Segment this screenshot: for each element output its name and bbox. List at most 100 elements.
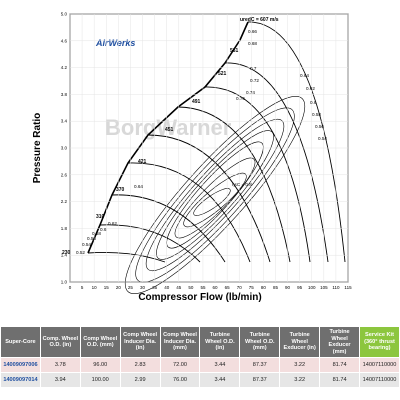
efficiency-label: 0.6 (310, 100, 317, 105)
table-cell: 3.22 (279, 372, 321, 388)
x-tick-label: 5 (81, 285, 84, 290)
table-row: 14009097014 3.94 100.00 2.99 76.00 3.44 87.37 3… (0, 372, 400, 388)
x-tick-label: 105 (320, 285, 328, 290)
table-cell: 3.44 (199, 357, 241, 373)
header-row: Super-Core Comp. Wheel O.D. (in) Comp Whee… (0, 326, 400, 358)
x-axis-label: Compressor Flow (lb/min) (138, 292, 261, 303)
table-cell: 3.78 (39, 357, 81, 373)
y-axis-label: Pressure Ratio (32, 113, 43, 184)
efficiency-label: 0.54 (318, 136, 327, 141)
speed-label: 451 (165, 127, 174, 133)
watermark: BorgWarner (105, 115, 232, 140)
y-tick-label: 3.0 (61, 146, 68, 151)
table-cell: 14009097014 (0, 372, 41, 388)
efficiency-label: 0.74 (246, 90, 255, 95)
header-cell: Super-Core (0, 326, 41, 358)
speed-label: 230 (62, 250, 71, 256)
y-tick-label: 4.2 (61, 65, 68, 70)
speed-label: 370 (116, 187, 125, 193)
efficiency-label: 0.72 (250, 78, 259, 83)
table-cell: 2.83 (119, 357, 161, 373)
speed-label: 421 (138, 159, 147, 165)
table-cell: 14007110000 (359, 357, 400, 373)
efficiency-label: 0.66 (248, 29, 257, 34)
x-tick-label: 50 (188, 285, 194, 290)
table-cell: 14007110000 (359, 372, 400, 388)
header-cell: Comp. Wheel O.D. (in) (39, 326, 81, 358)
island (156, 130, 274, 260)
efficiency-label: 0.58 (92, 231, 101, 236)
x-tick-label: 45 (176, 285, 182, 290)
x-tick-label: 75 (249, 285, 255, 290)
efficiency-label: 0.64 (134, 184, 143, 189)
speed-line (127, 162, 251, 263)
speed-line (247, 21, 346, 263)
speed-line (111, 194, 226, 263)
x-tick-label: 55 (200, 285, 206, 290)
table-cell: 96.00 (79, 357, 121, 373)
efficiency-label: 0.62 (108, 221, 117, 226)
x-tick-label: 10 (92, 285, 98, 290)
compressor-map: AirWerks BorgWarner Compressor Flow (lb/… (32, 12, 352, 304)
header-cell: Turbine Wheel O.D. (in) (199, 326, 241, 358)
x-tick-label: 40 (164, 285, 170, 290)
table-cell: 87.37 (239, 372, 281, 388)
speed-label: 310 (96, 214, 105, 220)
x-tick-label: 20 (116, 285, 122, 290)
header-cell: Turbine Wheel Exducer (mm) (319, 326, 361, 358)
table-cell: 76.00 (159, 372, 201, 388)
speed-line (177, 106, 291, 263)
x-tick-label: 60 (213, 285, 219, 290)
table-cell: 3.44 (199, 372, 241, 388)
y-tick-label: 3.4 (61, 119, 68, 124)
table-cell: 81.74 (319, 372, 361, 388)
speed-line (204, 86, 311, 263)
table-cell: 2.99 (119, 372, 161, 388)
x-tick-label: 0 (69, 285, 72, 290)
efficiency-label: 0.56 (87, 236, 96, 241)
island (183, 172, 247, 228)
spec-table: Super-Core Comp. Wheel O.D. (in) Comp Whee… (0, 326, 400, 388)
header-cell: Comp Wheel O.D. (mm) (79, 326, 121, 358)
header-cell: Service Kit (360° thrust bearing) (359, 326, 400, 358)
x-tick-label: 110 (332, 285, 340, 290)
island (135, 107, 295, 283)
header-cell: Comp Wheel Inducer Dia. (mm) (159, 326, 201, 358)
table-cell: 81.74 (319, 357, 361, 373)
x-tick-label: 100 (308, 285, 316, 290)
x-tick-label: 115 (344, 285, 352, 290)
x-tick-label: 30 (140, 285, 146, 290)
table-cell: 100.00 (79, 372, 121, 388)
x-tick-label: 25 (128, 285, 134, 290)
x-tick-label: 35 (152, 285, 158, 290)
x-tick-label: 65 (225, 285, 231, 290)
speed-line (99, 224, 201, 263)
x-tick-label: 15 (104, 285, 110, 290)
efficiency-label: 0.68 (248, 41, 257, 46)
speed-line (147, 134, 271, 263)
speed-label: 561 (230, 48, 239, 54)
efficiency-label: 0.62 (306, 86, 315, 91)
speed-label: 491 (192, 99, 201, 105)
y-tick-label: 5.0 (61, 12, 68, 17)
y-tick-label: 4.6 (61, 38, 68, 43)
x-tick-label: 70 (237, 285, 243, 290)
efficiency-label: 0.7 (250, 66, 257, 71)
efficiency-label: 0.76 (236, 96, 245, 101)
efficiency-label: ηsC = 0.8 (232, 182, 252, 187)
island (193, 188, 231, 216)
efficiency-label: 0.58 (312, 112, 321, 117)
efficiency-label: 0.54 (82, 242, 91, 247)
speed-line (224, 62, 329, 263)
y-tick-label: 1.0 (61, 280, 68, 285)
y-tick-label: 1.8 (61, 226, 68, 231)
speed-label: 521 (218, 71, 227, 77)
table-cell: 87.37 (239, 357, 281, 373)
efficiency-label: 0.52 (76, 250, 85, 255)
y-tick-label: 2.6 (61, 172, 68, 177)
x-tick-label: 80 (261, 285, 267, 290)
header-cell: Comp Wheel Inducer Dia. (in) (119, 326, 161, 358)
logo: AirWerks (95, 38, 135, 48)
island (145, 118, 285, 272)
